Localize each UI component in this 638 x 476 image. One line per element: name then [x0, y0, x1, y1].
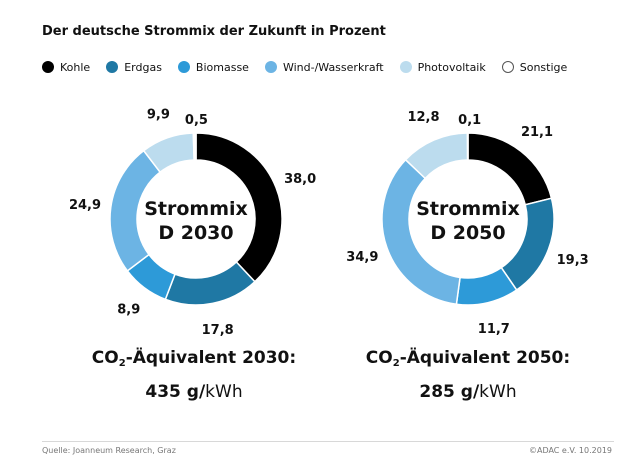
legend-item-biomasse: Biomasse — [177, 60, 249, 74]
center-label-d-2050-line-1: Strommix — [416, 198, 520, 220]
value-label-d-2050-sonstige: 0,1 — [458, 113, 481, 128]
legend-label-photovoltaik: Photovoltaik — [417, 60, 486, 74]
co2-label-2050: CO2-Äquivalent 2050: 285 g/kWh — [338, 344, 598, 406]
center-label-d-2030-line-1: Strommix — [144, 198, 248, 220]
value-label-d-2050-photovoltaik: 12,8 — [407, 110, 439, 125]
value-label-d-2030-sonstige: 0,5 — [185, 113, 208, 128]
legend-swatch-photovoltaik — [399, 61, 412, 73]
co2-value-2050: 285 g/kWh — [419, 382, 517, 402]
value-label-d-2030-kohle: 38,0 — [284, 172, 316, 187]
legend-swatch-erdgas — [106, 61, 119, 73]
value-label-d-2050-kohle: 21,1 — [521, 125, 553, 140]
slice-d-2050-kohle — [467, 132, 553, 206]
legend-label-biomasse: Biomasse — [195, 60, 249, 74]
footer-divider — [42, 441, 614, 442]
co2-heading-2050: CO2-Äquivalent 2050: — [365, 348, 571, 369]
footer-copyright: ©ADAC e.V. 10.2019 — [528, 446, 612, 455]
value-label-d-2050-wind-wasserkraft: 34,9 — [346, 250, 378, 265]
co2-value-2030: 435 g/kWh — [145, 382, 243, 402]
legend-item-photovoltaik: Photovoltaik — [399, 60, 486, 74]
footer-source: Quelle: Joanneum Research, Graz — [42, 446, 176, 455]
chart-title: Der deutsche Strommix der Zukunft in Pro… — [42, 24, 386, 39]
legend-item-wind-wasserkraft: Wind-/Wasserkraft — [264, 60, 384, 74]
legend-label-sonstige: Sonstige — [519, 60, 568, 74]
co2-heading-2030: CO2-Äquivalent 2030: — [91, 348, 297, 369]
legend: Kohle Erdgas Biomasse Wind-/Wasserkraft … — [42, 58, 583, 76]
legend-swatch-sonstige — [501, 61, 514, 73]
legend-swatch-wind-wasserkraft — [264, 61, 277, 73]
legend-label-wind-wasserkraft: Wind-/Wasserkraft — [282, 60, 384, 74]
value-label-d-2050-biomasse: 11,7 — [478, 322, 510, 337]
legend-item-kohle: Kohle — [42, 61, 90, 74]
value-label-d-2030-photovoltaik: 9,9 — [147, 108, 170, 123]
center-label-d-2030-line-2: D 2030 — [158, 222, 233, 244]
legend-swatch-kohle — [42, 61, 54, 73]
legend-swatch-biomasse — [177, 61, 190, 73]
legend-label-erdgas: Erdgas — [124, 60, 162, 74]
legend-item-sonstige: Sonstige — [501, 60, 568, 74]
slice-d-2030-erdgas — [164, 260, 256, 306]
value-label-d-2050-erdgas: 19,3 — [557, 253, 589, 268]
slice-d-2050-sonstige — [466, 132, 469, 161]
legend-label-kohle: Kohle — [60, 60, 91, 74]
slice-d-2030-sonstige — [192, 132, 197, 161]
value-label-d-2030-wind-wasserkraft: 24,9 — [69, 198, 101, 213]
center-label-d-2050-line-2: D 2050 — [430, 222, 505, 244]
value-label-d-2030-erdgas: 17,8 — [202, 323, 234, 338]
value-label-d-2030-biomasse: 8,9 — [117, 303, 140, 318]
legend-item-erdgas: Erdgas — [106, 61, 162, 74]
co2-label-2030: CO2-Äquivalent 2030: 435 g/kWh — [64, 344, 324, 406]
